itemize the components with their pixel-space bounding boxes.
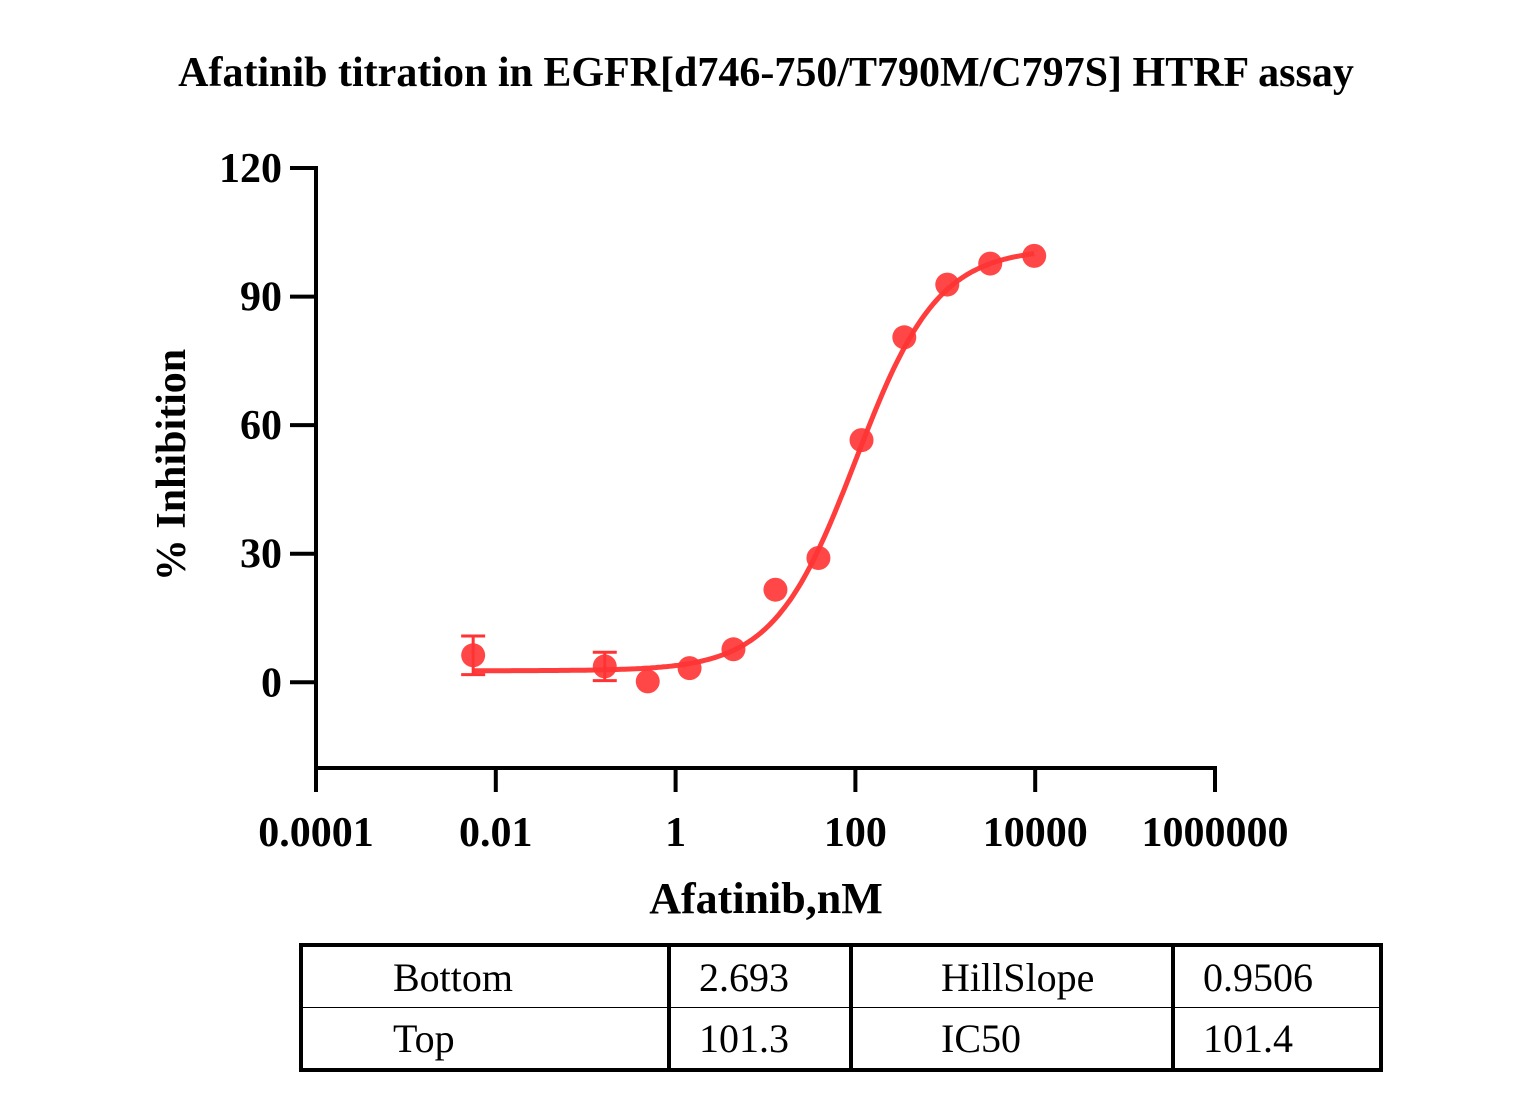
param-label: HillSlope: [850, 944, 1174, 1008]
data-point: [763, 577, 788, 602]
param-value: 2.693: [667, 944, 853, 1008]
fit-parameters-table: Bottom 2.693 HillSlope 0.9506 Top 101.3 …: [299, 943, 1383, 1072]
data-point: [635, 669, 660, 694]
dose-response-chart: Afatinib titration in EGFR[d746-750/T790…: [149, 50, 1354, 923]
param-value: 101.3: [667, 1007, 853, 1071]
data-point: [677, 656, 702, 681]
x-axis-label: Afatinib,nM: [649, 874, 882, 923]
data-point: [461, 643, 486, 668]
x-tick-label: 100: [824, 810, 887, 856]
y-tick-label: 120: [219, 146, 282, 192]
data-point: [935, 272, 960, 297]
fit-curve: [473, 251, 1035, 674]
data-point: [806, 546, 831, 570]
chart-title: Afatinib titration in EGFR[d746-750/T790…: [178, 50, 1354, 96]
y-tick-label: 30: [240, 532, 282, 578]
x-tick-label: 10000: [983, 810, 1088, 856]
param-value: 0.9506: [1171, 944, 1383, 1008]
data-point: [592, 654, 617, 679]
table-row: Bottom 2.693 HillSlope 0.9506: [300, 944, 1383, 1008]
data-point: [849, 428, 874, 453]
y-axis-label: % Inhibition: [149, 349, 195, 581]
param-label: Top: [300, 1007, 670, 1071]
param-value: 101.4: [1171, 1007, 1383, 1071]
param-label: Bottom: [300, 944, 670, 1008]
data-point: [1022, 243, 1047, 268]
param-label: IC50: [850, 1007, 1174, 1071]
table-row: Top 101.3 IC50 101.4: [300, 1007, 1383, 1071]
x-tick-label: 0.0001: [258, 810, 374, 856]
x-tick-label: 1000000: [1142, 810, 1289, 856]
y-tick-label: 0: [261, 660, 282, 706]
data-point: [978, 251, 1003, 276]
data-point: [892, 325, 917, 350]
y-tick-label: 90: [240, 275, 282, 321]
data-point: [721, 637, 746, 662]
x-tick-label: 1: [665, 810, 686, 856]
y-tick-label: 60: [240, 403, 282, 449]
x-tick-label: 0.01: [459, 810, 533, 856]
